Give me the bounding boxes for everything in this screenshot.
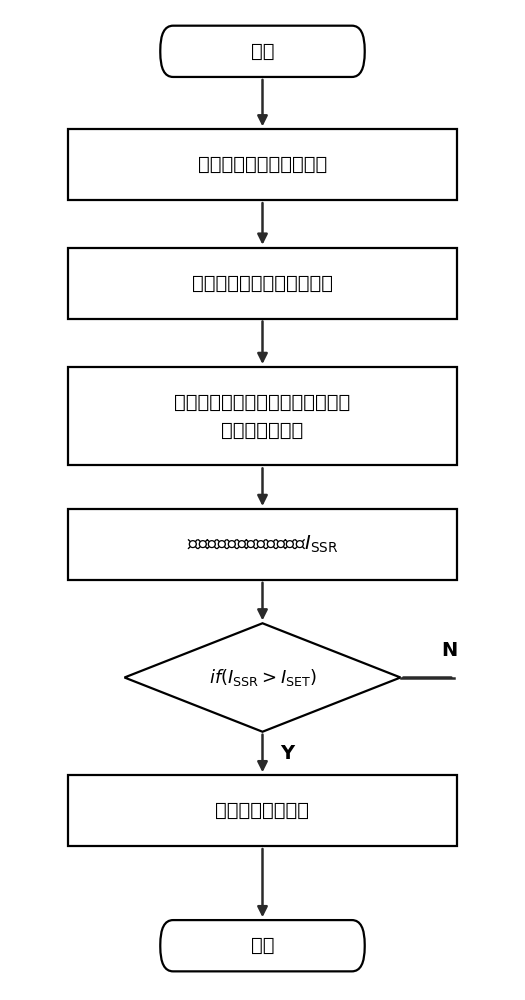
Text: 对低通滤波后电流进行抽点: 对低通滤波后电流进行抽点 — [192, 274, 333, 293]
Bar — [68, 509, 457, 580]
Bar — [68, 775, 457, 846]
Text: Y: Y — [280, 744, 295, 763]
Text: 结束: 结束 — [251, 936, 274, 955]
Polygon shape — [124, 623, 401, 732]
FancyBboxPatch shape — [160, 26, 365, 77]
Text: 对线路电流进行低通滤波: 对线路电流进行低通滤波 — [198, 155, 327, 174]
Text: $\mathit{if}(I_{\rm SSR}>I_{\rm SET})$: $\mathit{if}(I_{\rm SSR}>I_{\rm SET})$ — [208, 667, 317, 688]
Text: N: N — [441, 641, 457, 660]
Bar — [68, 248, 457, 319]
Text: 开始: 开始 — [251, 42, 274, 61]
FancyBboxPatch shape — [160, 920, 365, 971]
Text: 计算次同步谐振电流有效值$I_{\rm SSR}$: 计算次同步谐振电流有效值$I_{\rm SSR}$ — [187, 534, 338, 555]
Text: 旁路线路串补系统: 旁路线路串补系统 — [215, 801, 310, 820]
Text: 对抽点后电流进行带通滤波，生成
次同步谐振电流: 对抽点后电流进行带通滤波，生成 次同步谐振电流 — [174, 393, 351, 440]
Bar — [68, 367, 457, 465]
Bar — [68, 129, 457, 200]
